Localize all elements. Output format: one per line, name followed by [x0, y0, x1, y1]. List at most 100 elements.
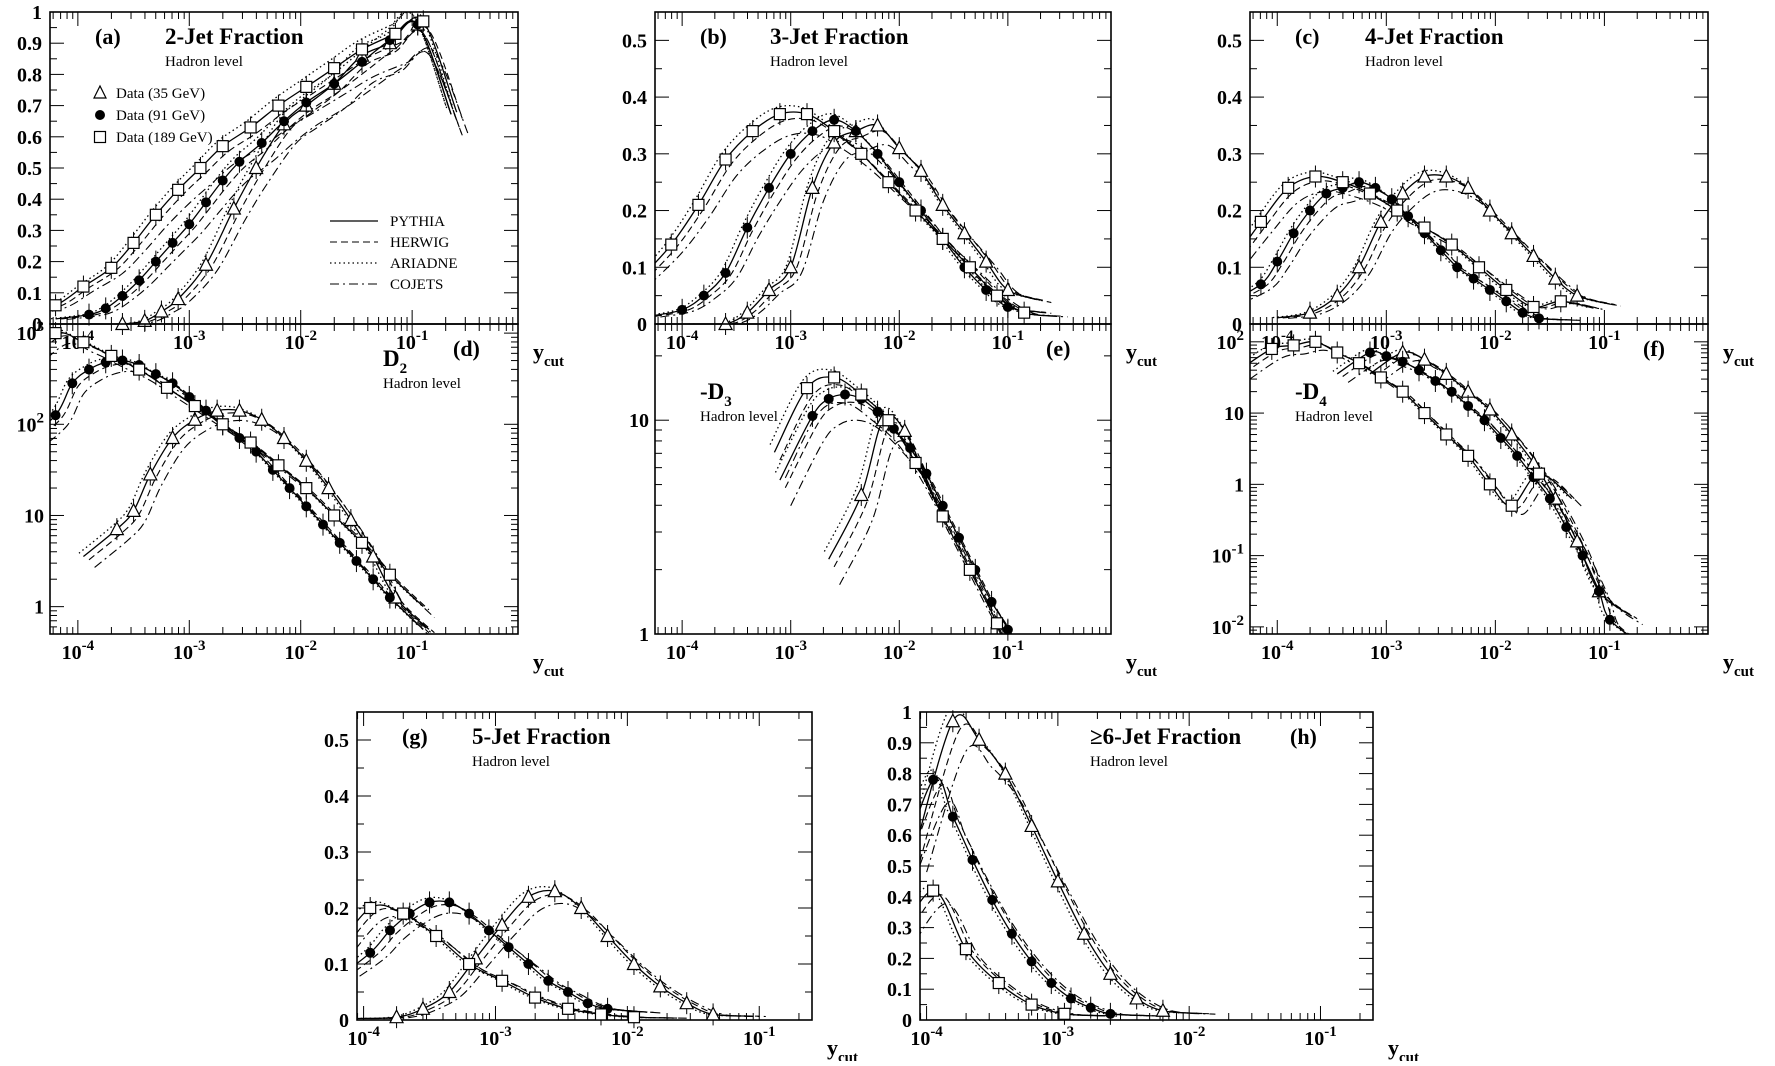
panel-title: D2 [383, 346, 407, 377]
x-tick-label: 10-4 [347, 1024, 380, 1050]
x-tick-label: 10-4 [666, 328, 699, 354]
marker-square [1309, 170, 1322, 183]
marker-triangle [415, 1000, 431, 1015]
marker-circle [201, 405, 211, 416]
marker-square [828, 371, 841, 384]
marker-triangle [1569, 287, 1585, 302]
model-curve-herwig-s0 [698, 130, 1047, 324]
legend-marker-triangle [93, 84, 107, 99]
marker-circle [84, 364, 94, 375]
marker-circle [986, 596, 997, 607]
model-curve-ariadne-s1 [774, 386, 1010, 634]
marker-circle [84, 309, 94, 320]
marker-triangle [935, 196, 951, 211]
marker-circle [1430, 376, 1441, 387]
model-curve-herwig-s2 [920, 893, 1111, 1017]
x-tick-label: 10-1 [396, 638, 429, 664]
marker-square [133, 363, 146, 376]
y-tick-label: 0.2 [17, 252, 42, 274]
x-tick-label: 10-1 [396, 328, 429, 354]
marker-triangle [1050, 873, 1066, 888]
x-tick-label: 10-1 [743, 1024, 776, 1050]
y-tick-label: 1 [639, 624, 649, 646]
marker-triangle [1102, 965, 1118, 980]
marker-triangle [573, 899, 589, 915]
panel-label: (d) [453, 336, 480, 361]
marker-triangle [1460, 179, 1476, 194]
x-tick-label: 10-3 [479, 1024, 512, 1050]
marker-triangle [343, 511, 359, 527]
y-tick-label: 102 [17, 410, 45, 436]
panel-subtitle: Hadron level [1090, 754, 1168, 770]
marker-square [719, 153, 732, 166]
panel-title: -D3 [700, 379, 732, 410]
y-tick-label: 0.3 [887, 918, 912, 940]
marker-triangle [142, 466, 158, 481]
marker-circle [1452, 262, 1463, 273]
panel-title: 3-Jet Fraction [770, 24, 909, 49]
y-tick-label: 0.4 [622, 87, 647, 109]
marker-square [463, 957, 476, 971]
marker-square [417, 15, 430, 28]
marker-circle [823, 393, 834, 404]
legend-entry: Data (91 GeV) [116, 108, 205, 124]
y-tick-label: 0 [1232, 314, 1242, 336]
x-tick-label: 10-2 [284, 638, 317, 664]
model-curve-ariadne-s2 [769, 368, 1002, 634]
legend-entry: COJETS [390, 277, 443, 293]
marker-square [272, 99, 285, 112]
y-tick-label: 0.5 [887, 856, 912, 878]
x-axis-label: ycut [827, 1035, 858, 1061]
marker-triangle [978, 253, 994, 268]
marker-square [1265, 342, 1278, 356]
x-tick-label: 10-4 [62, 638, 95, 664]
marker-circle [67, 378, 78, 389]
marker-circle [100, 303, 111, 314]
marker-square [594, 1008, 608, 1021]
marker-circle [850, 126, 861, 137]
marker-circle [217, 175, 228, 186]
x-tick-label: 10-2 [883, 328, 916, 354]
marker-square [909, 204, 922, 217]
model-curve-pythia-s1 [1336, 350, 1629, 634]
marker-circle [301, 501, 312, 512]
marker-square [855, 147, 868, 160]
x-tick-label: 10-2 [284, 328, 317, 354]
y-tick-label: 0.1 [17, 283, 42, 305]
legend-entry: Data (35 GeV) [116, 86, 205, 102]
y-tick-label: 0.4 [17, 189, 42, 211]
marker-square [149, 208, 162, 221]
x-tick-label: 10-1 [1588, 638, 1621, 664]
y-tick-label: 0.5 [324, 730, 349, 752]
y-tick-label: 0.4 [1217, 87, 1242, 109]
panel-label: (a) [95, 24, 121, 49]
panel-label: (c) [1295, 24, 1319, 49]
marker-triangle [365, 548, 381, 563]
y-tick-label: 0.3 [324, 842, 349, 864]
x-tick-label: 10-2 [1479, 328, 1512, 354]
marker-square [1352, 357, 1366, 370]
marker-square [1254, 215, 1268, 228]
marker-circle [1484, 284, 1495, 295]
marker-triangle [652, 978, 668, 993]
plot-frame [654, 323, 1112, 635]
legend-entry: PYTHIA [390, 214, 445, 230]
marker-circle [720, 267, 731, 278]
marker-circle [840, 389, 850, 400]
marker-circle [807, 126, 818, 137]
y-tick-label: 0.2 [1217, 201, 1242, 223]
model-curve-herwig-s2 [655, 117, 1063, 317]
model-curve-cojets-s2 [920, 903, 1118, 1017]
model-curve-cojets-s1 [50, 370, 429, 634]
model-curve-ariadne-s0 [84, 12, 448, 324]
marker-circle [368, 574, 379, 585]
marker-circle [967, 854, 978, 865]
marker-square [244, 121, 257, 134]
legend: Data (35 GeV) Data (91 GeV) Data (189 GeV)… [93, 84, 458, 293]
marker-square [1025, 998, 1038, 1011]
y-tick-label: 10-1 [1212, 542, 1245, 568]
marker-square [244, 436, 257, 449]
model-curve-ariadne-s0 [688, 118, 1037, 324]
marker-circle [543, 975, 554, 986]
